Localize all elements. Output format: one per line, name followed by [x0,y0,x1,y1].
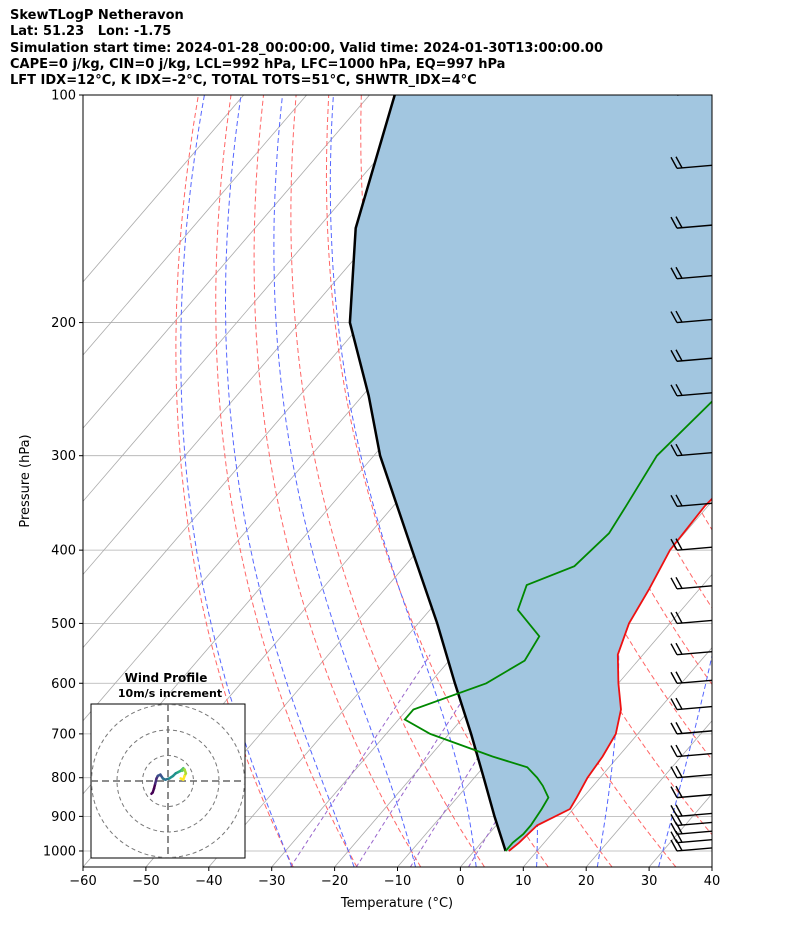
series-layer [348,95,712,852]
isotherm-line [83,95,433,502]
parcel-profile-line [348,95,507,852]
x-tick-label: −10 [384,874,411,889]
x-tick-label: 10 [515,874,532,889]
axes-layer: −60 −50 −40 −30 −20 −10 0 10 20 30 40 100 200 300 400 5… [43,89,720,890]
wind-barb [670,349,712,362]
header-line-cape: CAPE=0 j/kg, CIN=0 j/kg, LCL=992 hPa, LF… [10,56,506,72]
dry-adiabat-line [175,95,294,867]
wind-barb [670,785,712,799]
mixing-ratio-line [290,654,431,867]
wind-barb [670,576,712,590]
wind-barb [670,443,712,457]
dry-adiabat-line [752,95,794,867]
dry-adiabat-line [785,95,794,867]
header-line-times: Simulation start time: 2024-01-28_00:00:… [10,40,603,56]
y-tick-label: 100 [51,89,76,104]
dry-adiabat-line [215,95,358,867]
wind-barb [670,384,712,397]
wind-barb [670,804,712,818]
hodograph-subtitle: 10m/s increment [118,687,222,700]
wind-barb [670,671,712,684]
isotherm-line [711,866,712,867]
wind-barb [670,744,712,758]
x-tick-label: 0 [456,874,464,889]
x-tick-label: 40 [704,874,721,889]
wind-barb [670,216,712,229]
y-tick-label: 700 [51,727,76,742]
isotherm-line [83,95,307,356]
y-tick-label: 800 [51,771,76,786]
wind-barb [670,310,712,324]
y-tick-label: 200 [51,316,76,331]
isotherm-line [83,95,370,429]
moist-adiabat-line [658,95,712,867]
x-tick-label: 20 [578,874,595,889]
isotherm-line [775,95,794,867]
chart-header: SkewTLogP Netheravon Lat: 51.23 Lon: -1.… [10,8,603,89]
wind-barb [670,538,712,551]
moist-adiabat-line [225,95,355,867]
y-tick-label: 400 [51,544,76,559]
isotherm-line [83,95,245,283]
dry-adiabat-line [253,95,422,867]
moist-adiabat-line [273,95,416,867]
y-tick-label: 500 [51,617,76,632]
moist-adiabat-line [329,95,477,867]
hodograph-segment [179,777,185,781]
wind-barb [676,95,686,96]
wind-barb [670,494,712,508]
wind-barb [670,765,712,779]
y-tick-label: 900 [51,810,76,825]
wind-barb [670,642,712,656]
dry-adiabat-line [720,95,794,867]
wind-barb [670,722,712,735]
header-line-indices: LFT IDX=12°C, K IDX=-2°C, TOTAL TOTS=51°… [10,73,477,89]
y-tick-label: 300 [51,449,76,464]
x-tick-label: −20 [321,874,348,889]
hodograph-title: Wind Profile [125,671,208,685]
y-tick-label: 600 [51,677,76,692]
cape-shaded-area [349,95,712,851]
y-tick-label: 1000 [43,844,76,859]
wind-barb [670,156,712,169]
wind-barb [670,697,712,711]
isotherm-line [522,646,712,867]
header-line-location: Lat: 51.23 Lon: -1.75 [10,24,172,40]
x-tick-label: −50 [132,874,159,889]
x-tick-label: 30 [641,874,658,889]
wind-barb [670,266,712,280]
y-axis-label: Pressure (hPa) [18,434,33,527]
x-tick-label: −40 [195,874,222,889]
dry-adiabat-line [290,95,485,867]
isotherm-line [585,720,712,867]
x-tick-label: −60 [69,874,96,889]
wind-barb [670,611,712,625]
moist-adiabat-line [180,95,293,867]
x-axis-label: Temperature (°C) [340,896,453,911]
x-tick-label: −30 [258,874,285,889]
dewpoint-line [403,400,712,852]
header-line-title: SkewTLogP Netheravon [10,8,184,23]
moist-adiabat-line [720,95,794,867]
temperature-line [508,497,712,852]
mixing-ratio-line [409,654,543,867]
cape-area-polygon [349,95,712,851]
hodograph: Wind Profile 10m/s increment [90,671,246,859]
wind-barbs [670,95,712,852]
mixing-ratio-line [468,654,597,867]
